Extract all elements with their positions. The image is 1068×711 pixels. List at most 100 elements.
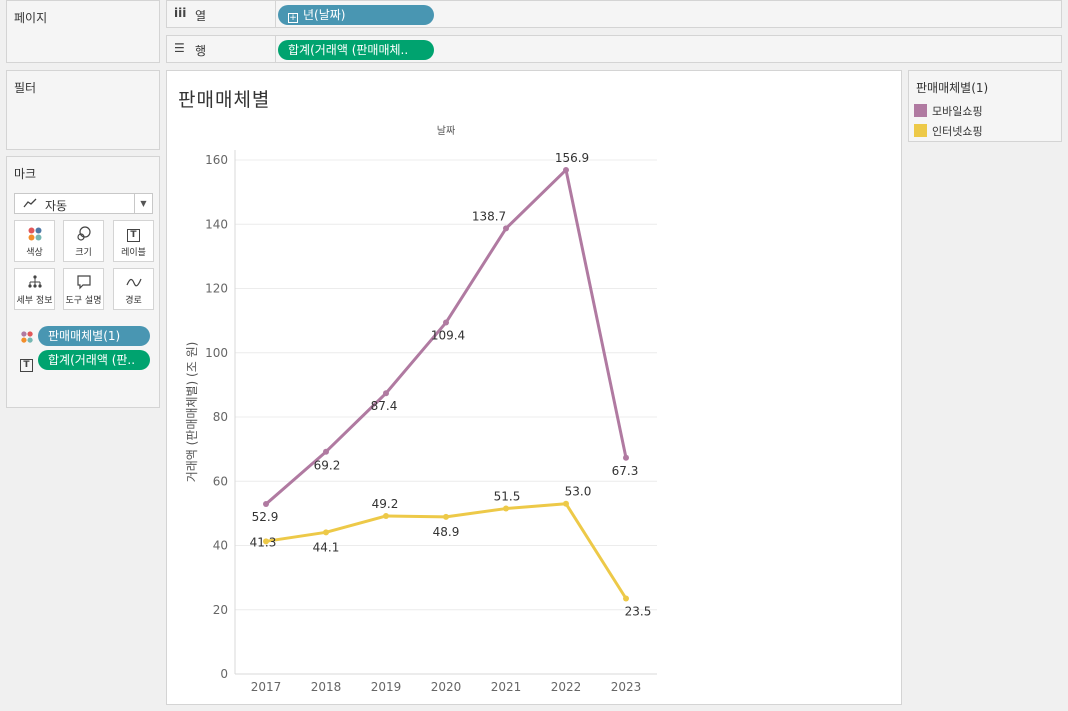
legend-title: 판매매체별(1) xyxy=(916,81,989,95)
x-axis-title: 날짜 xyxy=(437,125,455,137)
color-field-pill[interactable]: 판매매체별(1) xyxy=(38,326,150,346)
chart-panel: 판매매체별 0 20 40 60 80 100 120 140 160 2017 2018 2019 2… xyxy=(166,70,902,705)
pages-title: 페이지 xyxy=(14,11,48,25)
line-chart[interactable]: 0 20 40 60 80 100 120 140 160 2017 2018 2019 2020 202… xyxy=(167,71,901,704)
y-tick-label: 100 xyxy=(205,346,228,360)
data-label: 48.9 xyxy=(433,525,460,539)
data-label: 69.2 xyxy=(314,459,341,473)
mark-type-value: 자동 xyxy=(45,199,68,213)
y-axis-title: 거래액 (판매매체별) (조 원) xyxy=(185,342,199,483)
data-label: 51.5 xyxy=(494,490,521,504)
rows-icon: ☰ xyxy=(174,41,185,55)
line-chart-icon xyxy=(23,197,37,212)
y-tick-label: 140 xyxy=(205,217,228,231)
x-tick-label: 2023 xyxy=(611,680,642,694)
data-label: 49.2 xyxy=(372,497,399,511)
y-tick-label: 60 xyxy=(213,474,228,488)
rows-shelf[interactable]: ☰ 행 합계(거래액 (판매매체.. xyxy=(166,35,1062,63)
data-point[interactable] xyxy=(563,500,569,507)
x-tick-label: 2019 xyxy=(371,680,402,694)
legend-label: 인터넷쇼핑 xyxy=(932,125,983,138)
detail-tree-icon xyxy=(15,274,54,290)
y-tick-label: 40 xyxy=(213,539,228,553)
legend-label: 모바일쇼핑 xyxy=(932,105,983,118)
label-text-icon: T xyxy=(114,226,153,242)
data-label: 87.4 xyxy=(371,399,398,413)
mark-type-dropdown[interactable]: 자동 ▼ xyxy=(14,193,153,214)
columns-label: 열 xyxy=(195,9,207,23)
marks-title: 마크 xyxy=(14,167,37,181)
size-button[interactable]: 크기 xyxy=(63,220,104,262)
pages-shelf[interactable]: 페이지 xyxy=(6,0,160,63)
legend-item-mobile[interactable]: 모바일쇼핑 xyxy=(914,103,983,119)
data-point[interactable] xyxy=(443,513,449,520)
path-line-icon xyxy=(114,274,153,290)
label-button[interactable]: T 레이블 xyxy=(113,220,154,262)
data-label: 52.9 xyxy=(252,510,279,524)
path-button[interactable]: 경로 xyxy=(113,268,154,310)
data-point[interactable] xyxy=(623,595,629,602)
data-point[interactable] xyxy=(323,529,329,536)
rows-label: 행 xyxy=(195,44,207,58)
data-point[interactable] xyxy=(263,538,269,545)
marks-card: 마크 자동 ▼ 색상 크기 T 레이블 세부 정보 도구 설명 xyxy=(6,156,160,408)
data-label: 138.7 xyxy=(472,209,506,223)
expand-plus-icon: + xyxy=(288,13,298,23)
color-dots-icon xyxy=(15,226,54,242)
data-point[interactable] xyxy=(503,225,509,232)
color-legend: 판매매체별(1) 모바일쇼핑 인터넷쇼핑 xyxy=(908,70,1062,142)
label-text-icon: T xyxy=(20,352,33,372)
x-tick-label: 2017 xyxy=(251,680,282,694)
tooltip-button-label: 도구 설명 xyxy=(65,296,102,306)
x-tick-label: 2018 xyxy=(311,680,342,694)
data-point[interactable] xyxy=(383,512,389,519)
x-tick-label: 2020 xyxy=(431,680,462,694)
data-point[interactable] xyxy=(443,319,449,326)
tooltip-bubble-icon xyxy=(64,274,103,290)
data-label: 109.4 xyxy=(431,329,465,343)
data-label: 44.1 xyxy=(313,540,340,554)
detail-button-label: 세부 정보 xyxy=(16,296,53,306)
tooltip-button[interactable]: 도구 설명 xyxy=(63,268,104,310)
filters-shelf[interactable]: 필터 xyxy=(6,70,160,150)
data-point[interactable] xyxy=(263,501,269,508)
legend-swatch xyxy=(914,124,927,137)
data-label: 23.5 xyxy=(625,605,652,619)
rows-field-pill[interactable]: 합계(거래액 (판매매체.. xyxy=(278,40,434,60)
data-point[interactable] xyxy=(623,454,629,461)
shelf-divider xyxy=(275,1,276,27)
y-tick-label: 20 xyxy=(213,603,228,617)
data-label: 41.3 xyxy=(250,535,277,549)
y-tick-label: 0 xyxy=(220,667,228,681)
x-tick-label: 2022 xyxy=(551,680,582,694)
columns-pill-label: 년(날짜) xyxy=(303,8,346,22)
path-button-label: 경로 xyxy=(125,296,142,306)
data-point[interactable] xyxy=(323,448,329,455)
label-field-pill[interactable]: 합계(거래액 (판.. xyxy=(38,350,150,370)
data-label: 67.3 xyxy=(612,464,639,478)
shelf-divider xyxy=(275,36,276,62)
y-tick-label: 80 xyxy=(213,410,228,424)
columns-shelf[interactable]: iii 열 + 년(날짜) xyxy=(166,0,1062,28)
y-tick-label: 120 xyxy=(205,282,228,296)
size-circles-icon xyxy=(64,226,103,242)
data-point[interactable] xyxy=(383,390,389,397)
color-button-label: 색상 xyxy=(26,248,43,258)
columns-icon: iii xyxy=(174,6,187,20)
y-tick-label: 160 xyxy=(205,153,228,167)
legend-swatch xyxy=(914,104,927,117)
color-button[interactable]: 색상 xyxy=(14,220,55,262)
columns-field-pill[interactable]: + 년(날짜) xyxy=(278,5,434,25)
data-label: 53.0 xyxy=(565,485,592,499)
color-dots-icon xyxy=(20,329,34,348)
legend-item-internet[interactable]: 인터넷쇼핑 xyxy=(914,123,983,139)
chevron-down-icon: ▼ xyxy=(134,194,152,213)
data-point[interactable] xyxy=(563,166,569,173)
data-point[interactable] xyxy=(503,505,509,512)
size-button-label: 크기 xyxy=(75,248,92,258)
detail-button[interactable]: 세부 정보 xyxy=(14,268,55,310)
label-button-label: 레이블 xyxy=(121,248,146,258)
chart-title: 판매매체별 xyxy=(178,89,271,111)
x-tick-label: 2021 xyxy=(491,680,522,694)
filters-title: 필터 xyxy=(14,81,37,95)
